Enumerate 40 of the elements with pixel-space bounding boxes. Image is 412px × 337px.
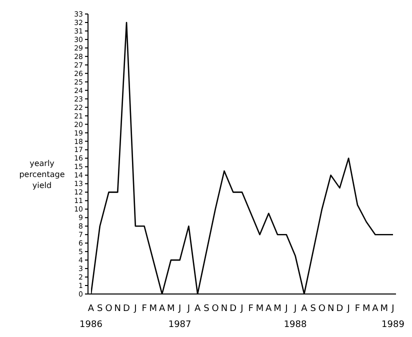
- x-tick-label: J: [133, 304, 137, 314]
- text: 1986: [80, 320, 103, 330]
- x-tick-label: F: [248, 304, 254, 314]
- x-tick-label: M: [167, 304, 175, 314]
- x-tick-label: J: [390, 304, 394, 314]
- x-tick-label: S: [204, 304, 210, 314]
- x-tick-label: M: [274, 304, 282, 314]
- x-tick-label: O: [318, 304, 326, 314]
- x-tick-label: D: [230, 304, 237, 314]
- x-tick-label: A: [301, 304, 308, 314]
- x-tick-label: O: [105, 304, 112, 314]
- x-tick-label: J: [240, 304, 244, 314]
- text: 1988: [284, 320, 308, 330]
- x-tick-label: A: [372, 304, 380, 314]
- x-tick-label: J: [186, 304, 190, 314]
- x-tick-label: M: [256, 304, 264, 314]
- x-tick-label: J: [292, 304, 297, 314]
- x-tick-label: N: [114, 304, 122, 314]
- x-tick-label: M: [362, 304, 370, 314]
- x-tick-label: D: [336, 304, 344, 314]
- x-tick-label: F: [142, 304, 147, 314]
- x-tick-label: A: [194, 304, 202, 314]
- y-axis-title: yearly percentage yield: [18, 158, 66, 191]
- x-tick-label: O: [212, 304, 219, 314]
- x-tick-label: M: [380, 304, 388, 314]
- x-tick-label: N: [327, 304, 334, 314]
- x-tick-label: F: [354, 304, 360, 314]
- x-tick-label: M: [149, 304, 158, 314]
- x-tick-label: N: [220, 304, 228, 314]
- x-tick-label: A: [266, 304, 273, 314]
- x-tick-label: A: [88, 304, 95, 314]
- x-tick-label: S: [97, 304, 104, 314]
- x-tick-label: S: [310, 304, 316, 314]
- x-tick-label: J: [346, 304, 350, 314]
- x-tick-label: D: [123, 304, 130, 314]
- text: 1989: [382, 320, 405, 330]
- text: 1987: [168, 320, 192, 330]
- x-tick-label: J: [177, 304, 182, 314]
- x-tick-label: J: [284, 304, 288, 314]
- x-tick-label: A: [158, 304, 166, 314]
